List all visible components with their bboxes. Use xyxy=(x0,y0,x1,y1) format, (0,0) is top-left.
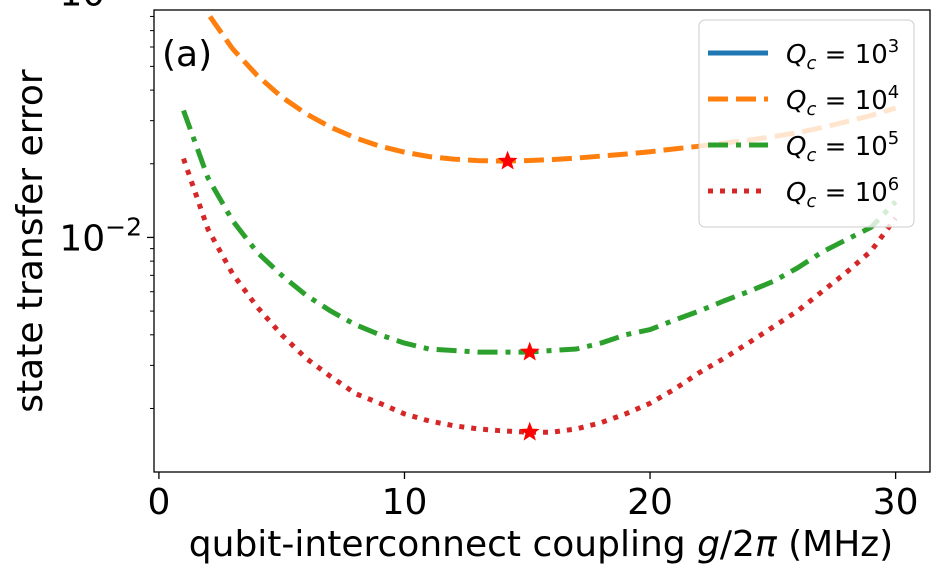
legend-sub: c xyxy=(806,99,816,120)
y-tick-label-exponent: −2 xyxy=(105,212,142,241)
legend-box xyxy=(698,19,915,228)
y-tick-label-base: 10 xyxy=(59,0,105,15)
legend-var: Q xyxy=(786,178,806,208)
optimum-markers xyxy=(497,150,540,441)
x-axis-label: qubit-interconnect coupling g/2π (MHz) xyxy=(189,524,893,565)
y-tick-label: 10−2 xyxy=(59,212,142,259)
legend-var: Q xyxy=(786,132,806,162)
legend-exp: 5 xyxy=(888,128,899,149)
legend-var: Q xyxy=(786,86,806,116)
x-tick-label: 0 xyxy=(147,482,170,523)
x-tick-label: 10 xyxy=(382,482,428,523)
x-axis-label-pi: π xyxy=(755,524,778,565)
legend-sub: c xyxy=(806,145,816,166)
panel-label: (a) xyxy=(162,34,212,75)
legend-eq: = 10 xyxy=(816,132,887,162)
x-axis-label-var: g xyxy=(697,524,720,565)
legend-sub: c xyxy=(806,53,816,74)
x-tick-label: 30 xyxy=(873,482,919,523)
legend-eq: = 10 xyxy=(816,178,887,208)
optimum-star-3 xyxy=(519,341,540,361)
legend-label-4: Qc = 106 xyxy=(786,174,899,212)
legend-label-2: Qc = 104 xyxy=(786,82,899,120)
legend-eq: = 10 xyxy=(816,86,887,116)
y-axis-label: state transfer error xyxy=(10,69,51,413)
legend-exp: 4 xyxy=(888,82,899,103)
y-tick-label: 10−1 xyxy=(59,0,142,15)
series-line-4 xyxy=(181,157,898,435)
legend-sub: c xyxy=(806,191,816,212)
x-tick-label: 20 xyxy=(627,482,673,523)
x-axis-label-text: qubit-interconnect coupling xyxy=(189,524,697,565)
x-axis-label-unit: (MHz) xyxy=(777,524,894,565)
plot-frame xyxy=(153,9,931,473)
y-tick-label-base: 10 xyxy=(59,218,105,259)
optimum-star-4 xyxy=(519,421,540,441)
legend-var: Q xyxy=(786,40,806,70)
series-line-3 xyxy=(181,109,898,355)
x-axis-label-mid: /2 xyxy=(720,524,755,565)
legend-exp: 6 xyxy=(888,174,899,195)
legend-label-1: Qc = 103 xyxy=(786,36,899,74)
legend-exp: 3 xyxy=(888,36,899,57)
legend-label-3: Qc = 105 xyxy=(786,128,899,166)
optimum-star-2 xyxy=(497,150,518,170)
legend-eq: = 10 xyxy=(816,40,887,70)
